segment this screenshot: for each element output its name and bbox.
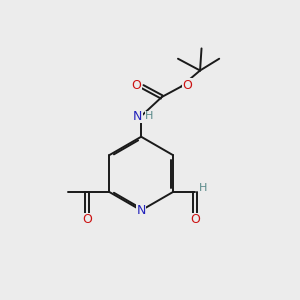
Text: H: H (145, 111, 154, 121)
Text: N: N (136, 204, 146, 217)
Text: H: H (199, 183, 208, 194)
Text: O: O (182, 79, 192, 92)
Text: O: O (131, 79, 141, 92)
Text: N: N (133, 110, 142, 123)
Text: O: O (82, 213, 92, 226)
Text: O: O (190, 213, 200, 226)
